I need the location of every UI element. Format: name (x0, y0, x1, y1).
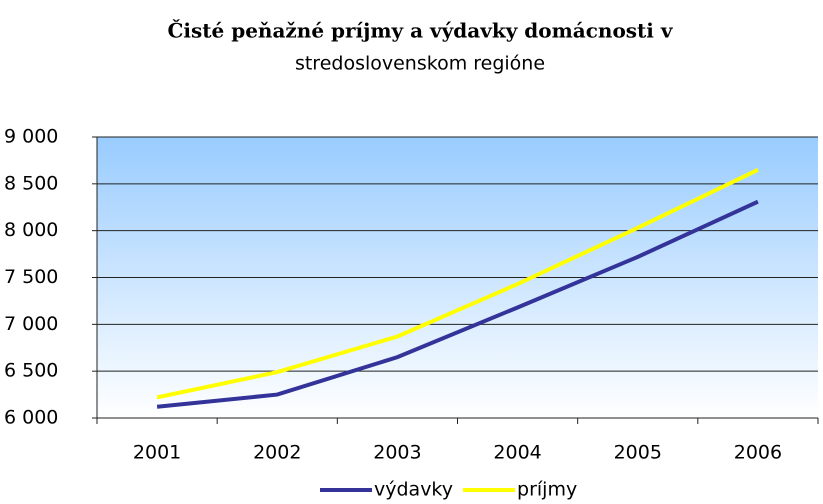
x-tick-label: 2002 (253, 442, 301, 464)
series-line (156, 167, 759, 400)
series-line (156, 199, 759, 409)
chart-title: Čisté peňažné príjmy a výdavky domácnost… (168, 18, 674, 43)
legend-label: príjmy (517, 479, 577, 501)
legend-label: výdavky (374, 479, 453, 501)
y-tick-label: 9 000 (4, 126, 58, 148)
y-tick-label: 8 000 (4, 219, 58, 241)
x-tick-label: 2003 (373, 442, 421, 464)
y-tick-label: 7 500 (4, 266, 58, 288)
y-tick-label: 6 000 (4, 407, 58, 429)
y-tick-label: 7 000 (4, 313, 58, 335)
y-tick-label: 8 500 (4, 172, 58, 194)
y-tick-label: 6 500 (4, 360, 58, 382)
x-tick-label: 2005 (614, 442, 662, 464)
x-tick-label: 2001 (133, 442, 181, 464)
x-tick-label: 2004 (493, 442, 541, 464)
chart-title: stredoslovenskom regióne (295, 53, 545, 75)
x-tick-label: 2006 (734, 442, 782, 464)
